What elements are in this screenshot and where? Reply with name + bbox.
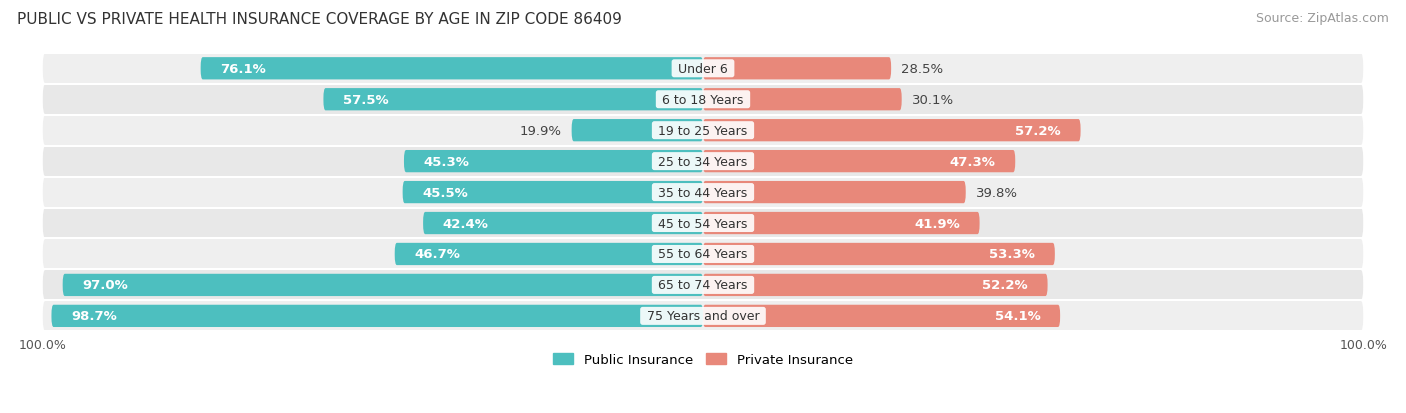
FancyBboxPatch shape	[703, 243, 1054, 266]
Text: 30.1%: 30.1%	[911, 93, 953, 107]
Text: 57.2%: 57.2%	[1015, 124, 1060, 138]
FancyBboxPatch shape	[703, 89, 901, 111]
Text: 45.5%: 45.5%	[422, 186, 468, 199]
Text: 76.1%: 76.1%	[221, 63, 266, 76]
Text: 47.3%: 47.3%	[949, 155, 995, 168]
FancyBboxPatch shape	[63, 274, 703, 297]
FancyBboxPatch shape	[703, 212, 980, 235]
FancyBboxPatch shape	[572, 120, 703, 142]
FancyBboxPatch shape	[201, 58, 703, 80]
FancyBboxPatch shape	[42, 54, 1364, 84]
FancyBboxPatch shape	[703, 58, 891, 80]
Text: 53.3%: 53.3%	[990, 248, 1035, 261]
Text: 39.8%: 39.8%	[976, 186, 1018, 199]
FancyBboxPatch shape	[42, 239, 1364, 270]
FancyBboxPatch shape	[703, 305, 1060, 327]
Text: 57.5%: 57.5%	[343, 93, 389, 107]
Text: 46.7%: 46.7%	[415, 248, 460, 261]
Text: 75 Years and over: 75 Years and over	[643, 310, 763, 323]
FancyBboxPatch shape	[404, 151, 703, 173]
Text: 35 to 44 Years: 35 to 44 Years	[654, 186, 752, 199]
FancyBboxPatch shape	[42, 116, 1364, 146]
Text: PUBLIC VS PRIVATE HEALTH INSURANCE COVERAGE BY AGE IN ZIP CODE 86409: PUBLIC VS PRIVATE HEALTH INSURANCE COVER…	[17, 12, 621, 27]
Text: 98.7%: 98.7%	[72, 310, 117, 323]
Text: 6 to 18 Years: 6 to 18 Years	[658, 93, 748, 107]
FancyBboxPatch shape	[42, 208, 1364, 239]
Text: 97.0%: 97.0%	[83, 279, 128, 292]
FancyBboxPatch shape	[703, 274, 1047, 297]
FancyBboxPatch shape	[423, 212, 703, 235]
FancyBboxPatch shape	[703, 181, 966, 204]
Text: 65 to 74 Years: 65 to 74 Years	[654, 279, 752, 292]
Text: 54.1%: 54.1%	[994, 310, 1040, 323]
Text: 52.2%: 52.2%	[983, 279, 1028, 292]
Text: 41.9%: 41.9%	[914, 217, 960, 230]
Text: 25 to 34 Years: 25 to 34 Years	[654, 155, 752, 168]
FancyBboxPatch shape	[402, 181, 703, 204]
FancyBboxPatch shape	[42, 301, 1364, 331]
FancyBboxPatch shape	[52, 305, 703, 327]
FancyBboxPatch shape	[703, 151, 1015, 173]
Text: 28.5%: 28.5%	[901, 63, 943, 76]
Text: 45.3%: 45.3%	[423, 155, 470, 168]
FancyBboxPatch shape	[42, 178, 1364, 208]
FancyBboxPatch shape	[323, 89, 703, 111]
Text: 19 to 25 Years: 19 to 25 Years	[654, 124, 752, 138]
Text: 19.9%: 19.9%	[520, 124, 562, 138]
FancyBboxPatch shape	[703, 120, 1081, 142]
FancyBboxPatch shape	[42, 147, 1364, 177]
FancyBboxPatch shape	[395, 243, 703, 266]
Legend: Public Insurance, Private Insurance: Public Insurance, Private Insurance	[548, 347, 858, 371]
Text: 45 to 54 Years: 45 to 54 Years	[654, 217, 752, 230]
Text: 55 to 64 Years: 55 to 64 Years	[654, 248, 752, 261]
Text: Source: ZipAtlas.com: Source: ZipAtlas.com	[1256, 12, 1389, 25]
Text: 42.4%: 42.4%	[443, 217, 489, 230]
Text: Under 6: Under 6	[673, 63, 733, 76]
FancyBboxPatch shape	[42, 85, 1364, 115]
FancyBboxPatch shape	[42, 270, 1364, 300]
